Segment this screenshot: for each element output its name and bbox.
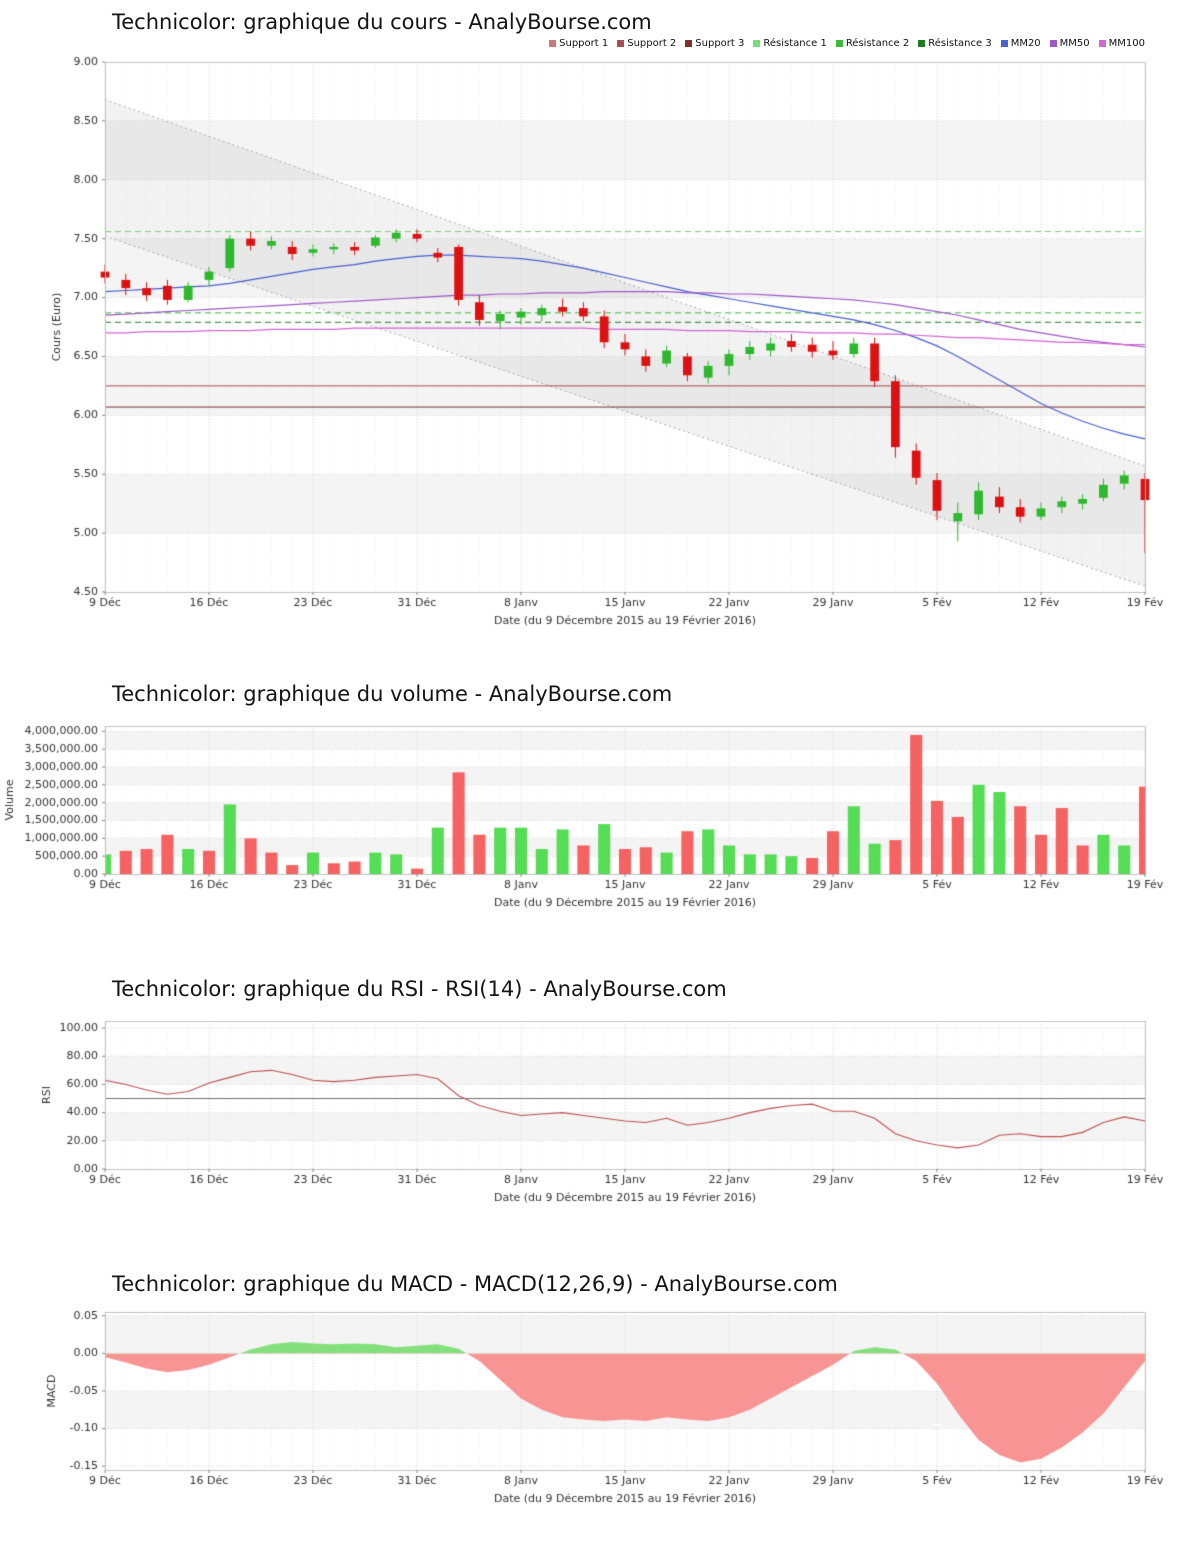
macd-chart-title: Technicolor: graphique du MACD - MACD(12… <box>112 1272 838 1296</box>
macd-chart-canvas <box>0 1304 1200 1526</box>
price-chart-legend: Support 1 Support 2 Support 3 Résistance 1 R… <box>0 36 1145 50</box>
legend-item: Résistance 2 <box>835 37 910 49</box>
volume-chart-title: Technicolor: graphique du volume - Analy… <box>112 682 673 706</box>
volume-chart-section: Technicolor: graphique du volume - Analy… <box>0 682 1200 929</box>
legend-swatch-icon <box>1098 39 1106 47</box>
price-chart-title: Technicolor: graphique du cours - AnalyB… <box>112 10 652 34</box>
legend-swatch-icon <box>918 39 926 47</box>
legend-label: MM100 <box>1108 37 1145 49</box>
legend-item: Résistance 1 <box>753 37 827 49</box>
legend-item: MM100 <box>1098 37 1145 49</box>
rsi-chart-section: Technicolor: graphique du RSI - RSI(14) … <box>0 977 1200 1224</box>
legend-label: Résistance 3 <box>928 37 992 49</box>
macd-chart-section: Technicolor: graphique du MACD - MACD(12… <box>0 1272 1200 1526</box>
price-chart-section: Technicolor: graphique du cours - AnalyB… <box>0 0 1200 652</box>
legend-item: MM50 <box>1049 37 1090 49</box>
legend-item: MM20 <box>1000 37 1041 49</box>
legend-label: MM50 <box>1059 37 1090 49</box>
price-chart-canvas <box>0 52 1200 652</box>
legend-swatch-icon <box>1049 39 1057 47</box>
volume-chart-canvas <box>0 714 1200 929</box>
legend-item: Support 2 <box>617 38 676 49</box>
legend-swatch-icon <box>549 39 557 47</box>
legend-label: Support 3 <box>695 37 745 49</box>
legend-swatch-icon <box>1000 39 1008 47</box>
legend-item: Résistance 3 <box>918 37 992 49</box>
rsi-chart-canvas <box>0 1009 1200 1224</box>
rsi-chart-title: Technicolor: graphique du RSI - RSI(14) … <box>112 977 727 1001</box>
legend-swatch-icon <box>685 39 693 47</box>
legend-item: Support 1 <box>549 38 608 49</box>
legend-label: Support 1 <box>559 37 609 49</box>
legend-label: Résistance 2 <box>845 37 910 49</box>
legend-swatch-icon <box>753 39 761 47</box>
legend-item: Support 3 <box>685 38 744 49</box>
legend-label: Support 2 <box>627 37 677 49</box>
legend-label: Résistance 1 <box>763 37 827 49</box>
legend-swatch-icon <box>617 39 625 47</box>
legend-swatch-icon <box>835 39 843 47</box>
legend-label: MM20 <box>1010 37 1041 49</box>
